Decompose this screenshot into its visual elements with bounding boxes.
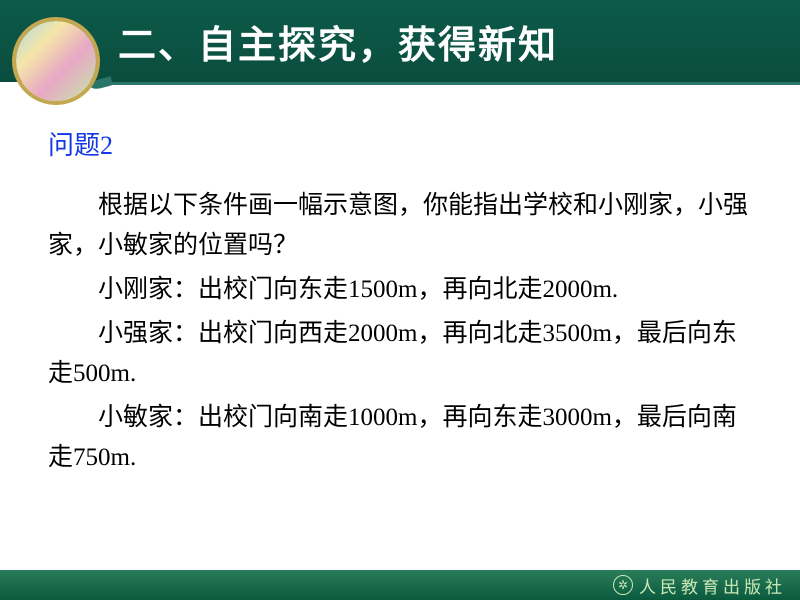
publisher-text: 人民教育出版社	[639, 573, 786, 598]
xiaoqiang-line: 小强家：出校门向西走2000m，再向北走3500m，最后向东走500m.	[48, 314, 752, 394]
question-label: 问题2	[48, 125, 752, 162]
header-divider	[108, 82, 800, 85]
intro-paragraph: 根据以下条件画一幅示意图，你能指出学校和小刚家，小强家，小敏家的位置吗？	[48, 186, 752, 266]
logo-image	[12, 17, 100, 105]
publisher-icon: ✲	[613, 575, 633, 595]
slide-footer: ✲ 人民教育出版社	[0, 570, 800, 600]
question-body: 根据以下条件画一幅示意图，你能指出学校和小刚家，小强家，小敏家的位置吗？ 小刚家…	[48, 186, 752, 478]
slide-header: 二、自主探究，获得新知	[0, 0, 800, 82]
xiaomin-line: 小敏家：出校门向南走1000m，再向东走3000m，最后向南走750m.	[48, 398, 752, 478]
xiaogang-line: 小刚家：出校门向东走1500m，再向北走2000m.	[48, 270, 752, 310]
slide-title: 二、自主探究，获得新知	[118, 14, 558, 69]
slide-body: 问题2 根据以下条件画一幅示意图，你能指出学校和小刚家，小强家，小敏家的位置吗？…	[0, 85, 800, 478]
